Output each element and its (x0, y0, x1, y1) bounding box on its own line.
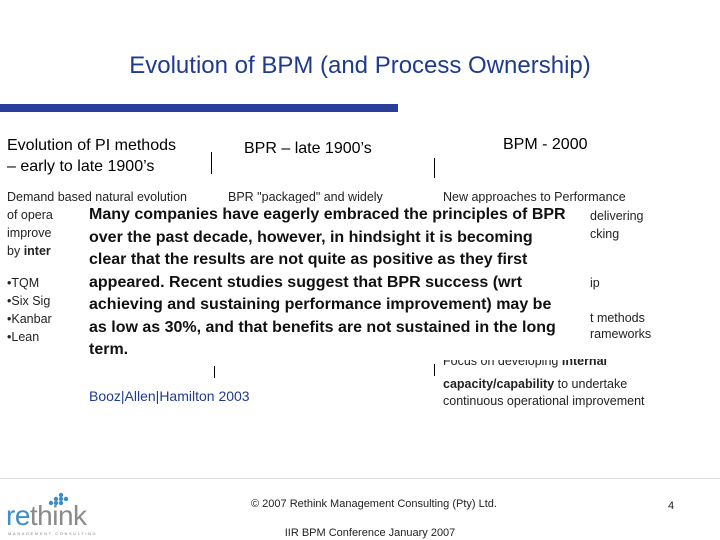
list-item: •Six Sig (7, 294, 51, 308)
col3-fragment: cking (590, 227, 620, 241)
callout-box: Many companies have eagerly embraced the… (85, 203, 570, 360)
column-heading-line: Evolution of PI methods (7, 137, 176, 154)
column-heading-bpm: BPM - 2000 (503, 136, 588, 153)
col2-line: BPR "packaged" and widely (228, 190, 383, 204)
title-underline (0, 104, 398, 112)
column-heading-pi-methods: Evolution of PI methods – early to late … (7, 135, 176, 177)
list-item: •Kanbar (7, 312, 52, 326)
callout-attribution: Booz|Allen|Hamilton 2003 (89, 388, 250, 404)
list-item: •Lean (7, 330, 40, 344)
column-heading-line: – early to late 1900’s (7, 158, 155, 175)
col3-focus-line-clipped: Focus on developing internal (443, 359, 713, 372)
footer-rule (0, 478, 720, 479)
col3-focus-text: to undertake (554, 377, 628, 391)
column-divider (434, 158, 435, 178)
col3-focus-body: capacity/capability to undertake continu… (443, 376, 713, 410)
col1-line-text: by (7, 244, 24, 258)
col1-line: of opera (7, 208, 53, 222)
col3-focus-line: capacity/capability to undertake (443, 376, 713, 393)
column-divider (211, 152, 212, 174)
col1-body: Demand based natural evolution of opera … (7, 188, 212, 260)
col3-fragment: delivering (590, 209, 644, 223)
col1-bullet-list: •TQM •Six Sig •Kanbar •Lean (7, 274, 87, 346)
column-heading-bpr: BPR – late 1900’s (244, 140, 372, 157)
col1-line-bold: inter (23, 244, 51, 258)
col1-line: improve (7, 226, 52, 240)
footer-conference: IIR BPM Conference January 2007 (284, 527, 456, 539)
slide-title: Evolution of BPM (and Process Ownership) (129, 52, 591, 79)
footer-copyright: © 2007 Rethink Management Consulting (Pt… (251, 498, 497, 510)
callout-text: Many companies have eagerly embraced the… (89, 206, 566, 358)
column-divider (434, 364, 435, 376)
col3-focus-line: continuous operational improvement (443, 394, 645, 408)
logo-part-think: think (29, 500, 87, 531)
column-divider (214, 366, 215, 378)
logo-part-re: re (6, 500, 30, 531)
logo-dots-icon (48, 492, 69, 506)
col3-focus-bold: capacity/capability (443, 377, 555, 391)
logo-tagline: MANAGEMENT CONSULTING (8, 531, 98, 536)
col3-fragment: t methods (590, 311, 645, 325)
col1-line: Demand based natural evolution (7, 190, 187, 204)
page-number: 4 (668, 500, 675, 512)
col3-fragment: ip (590, 276, 600, 290)
col3-fragment: rameworks (590, 327, 652, 341)
list-item: •TQM (7, 276, 40, 290)
col3-focus-bold: internal (561, 359, 607, 368)
rethink-logo: rethink MANAGEMENT CONSULTING (6, 492, 116, 536)
col3-focus-text: Focus on developing (443, 359, 562, 368)
col3-focus-line: Focus on developing internal (443, 359, 713, 370)
col1-line: by inter (7, 242, 212, 260)
col3-line: New approaches to Performance (443, 190, 626, 204)
logo-wordmark: rethink (6, 500, 87, 532)
